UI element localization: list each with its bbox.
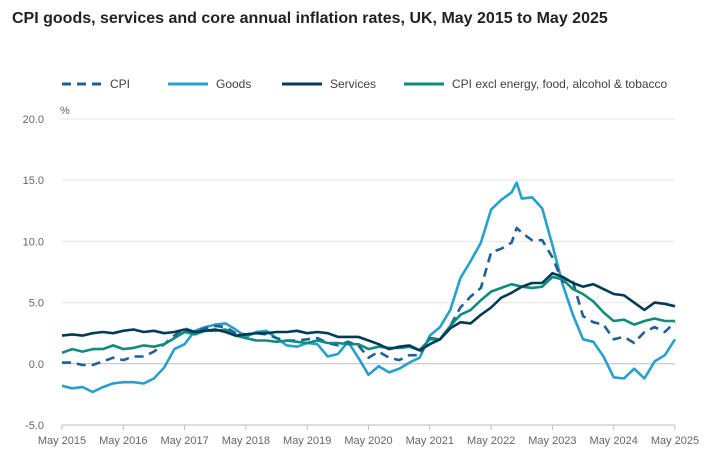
- x-tick-label: May 2023: [528, 435, 576, 447]
- x-tick-label: May 2016: [99, 435, 147, 447]
- x-tick-label: May 2019: [283, 435, 331, 447]
- legend-swatch-core: [404, 82, 444, 86]
- series-line-goods: [61, 181, 677, 394]
- y-unit-label: %: [60, 105, 70, 117]
- y-tick-label: 5.0: [29, 298, 44, 310]
- x-tick-label: May 2025: [651, 435, 699, 447]
- x-tick-label: May 2021: [406, 435, 454, 447]
- x-tick-label: May 2015: [38, 435, 86, 447]
- legend-label-cpi: CPI: [110, 77, 131, 91]
- y-tick-label: 0.0: [29, 359, 44, 371]
- series-line-services: [61, 271, 676, 352]
- x-tick-label: May 2017: [160, 435, 208, 447]
- x-tick-label: May 2018: [222, 435, 270, 447]
- series-line-cpi: [62, 226, 676, 367]
- legend-swatch-services: [282, 82, 322, 86]
- x-tick-label: May 2024: [590, 435, 638, 447]
- legend-label-goods: Goods: [216, 77, 252, 91]
- chart-title: CPI goods, services and core annual infl…: [12, 10, 608, 27]
- y-tick-label: 10.0: [23, 236, 44, 248]
- legend-swatch-cpi: [62, 82, 102, 86]
- x-tick-label: May 2022: [467, 435, 515, 447]
- y-tick-label: 20.0: [23, 114, 44, 126]
- y-tick-label: -5.0: [25, 420, 44, 432]
- x-tick-label: May 2020: [344, 435, 392, 447]
- y-tick-label: 15.0: [23, 175, 44, 187]
- legend-swatch-goods: [168, 82, 208, 86]
- legend-label-services: Services: [330, 77, 377, 91]
- legend-label-core: CPI excl energy, food, alcohol & tobacco: [452, 77, 668, 91]
- series-line-core: [61, 275, 675, 355]
